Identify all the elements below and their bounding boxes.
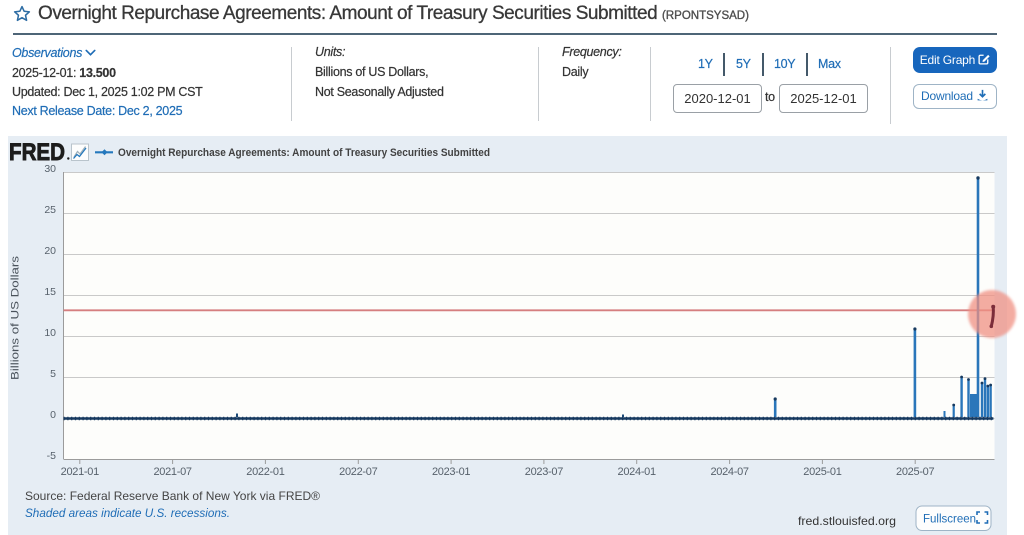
svg-text:30: 30 [44,163,56,175]
svg-text:Shaded areas indicate U.S. rec: Shaded areas indicate U.S. recessions. [25,508,230,520]
svg-text:-5: -5 [47,450,56,462]
svg-text:FRED: FRED [9,139,65,166]
svg-text:15: 15 [44,286,56,298]
svg-text:10: 10 [44,327,56,339]
svg-text:2022-01: 2022-01 [246,466,284,478]
svg-text:2021-07: 2021-07 [153,466,191,478]
svg-text:25: 25 [44,204,56,216]
svg-text:2022-07: 2022-07 [339,466,377,478]
svg-text:Fullscreen: Fullscreen [923,514,976,526]
svg-text:2021-01: 2021-01 [61,466,99,478]
svg-text:2024-07: 2024-07 [710,466,748,478]
svg-text:Source: Federal Reserve Bank o: Source: Federal Reserve Bank of New York… [25,489,320,503]
svg-text:fred.stlouisfed.org: fred.stlouisfed.org [798,514,896,528]
svg-text:2024-01: 2024-01 [618,466,656,478]
svg-text:Overnight Repurchase Agreement: Overnight Repurchase Agreements: Amount … [118,147,490,159]
svg-text:2023-01: 2023-01 [432,466,470,478]
svg-text:20: 20 [44,245,56,257]
svg-text:2025-07: 2025-07 [896,466,934,478]
svg-text:5: 5 [50,368,56,380]
svg-text:2023-07: 2023-07 [525,466,563,478]
svg-text:Billions of US Dollars: Billions of US Dollars [10,255,22,380]
svg-text:2025-01: 2025-01 [803,466,841,478]
svg-text:0: 0 [50,409,56,421]
